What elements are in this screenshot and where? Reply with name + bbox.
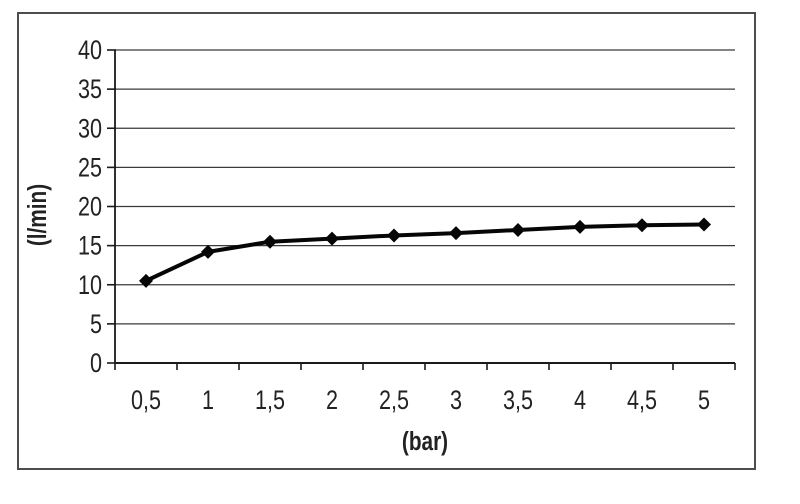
data-point-marker [263,234,277,249]
y-tick-label: 0 [90,349,102,379]
data-point-marker [697,217,711,232]
x-tick-label: 1,5 [255,386,285,416]
x-tick-label: 0,5 [131,386,161,416]
x-tick-label: 5 [698,386,710,416]
y-tick-label: 20 [78,192,102,222]
series-markers [139,217,711,288]
data-point-marker [511,222,525,237]
y-tick-label: 5 [90,310,102,340]
series-line [144,222,706,283]
x-ticks: 0,5 1 1,5 2 2,5 3 3,5 4 4,5 5 [114,363,736,416]
data-point-marker [325,231,339,246]
y-tick-label: 10 [78,271,102,301]
y-tick-label: 35 [78,75,102,105]
y-tick-label: 25 [78,153,102,183]
x-tick-label: 2,5 [379,386,409,416]
x-tick-label: 3 [450,386,462,416]
y-tick-label: 40 [78,36,102,66]
chart-frame-border [17,12,756,470]
data-point-marker [449,226,463,241]
x-tick-label: 2 [326,386,338,416]
x-tick-label: 4 [574,386,586,416]
x-axis-title: (bar) [402,427,448,456]
data-point-marker [387,228,401,243]
data-point-marker [201,244,215,259]
data-point-marker [573,219,587,234]
data-point-marker [635,218,649,233]
y-ticks: 0 5 10 15 20 25 30 35 40 [78,36,116,379]
y-tick-label: 15 [78,231,102,261]
x-tick-label: 1 [202,386,214,416]
x-tick-label: 4,5 [627,386,657,416]
gridlines [115,49,735,325]
y-axis-title: (l/min) [23,184,52,246]
y-tick-label: 30 [78,114,102,144]
x-tick-label: 3,5 [503,386,533,416]
data-point-marker [139,273,153,288]
